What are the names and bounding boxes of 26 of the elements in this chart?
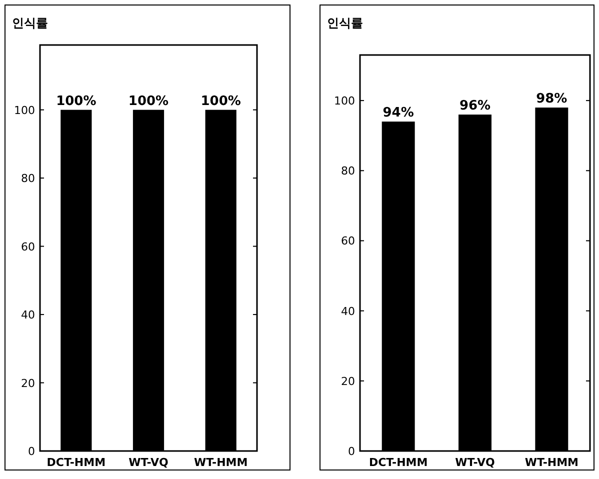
data-label: 100% [200,94,241,109]
y-tick-label: 100 [14,104,35,117]
data-label: 94% [382,106,414,121]
x-tick-label: DCT-HMM [368,456,428,469]
data-label: 100% [128,94,169,109]
chart-title: 인식률 [327,16,363,30]
x-tick-label: WT-VQ [455,456,495,469]
y-tick-label: 0 [28,445,35,458]
y-tick-label: 20 [341,374,355,388]
data-label: 98% [536,92,568,107]
y-tick-label: 20 [21,376,35,390]
y-tick-label: 40 [341,304,355,318]
x-tick-label: DCT-HMM [46,456,106,469]
chart-title: 인식률 [12,16,48,30]
x-tick-label: WT-VQ [128,456,168,469]
y-tick-label: 60 [341,234,355,248]
data-label: 100% [56,94,96,109]
y-tick-label: 60 [21,240,35,254]
x-tick-label: WT-HMM [194,456,248,469]
data-label: 96% [459,98,491,114]
x-tick-label: WT-HMM [524,456,579,469]
y-tick-label: 40 [21,308,35,322]
y-tick-label: 80 [341,164,355,178]
y-tick-label: 80 [21,172,35,186]
y-tick-label: 100 [334,94,355,108]
y-tick-label: 0 [348,445,355,458]
